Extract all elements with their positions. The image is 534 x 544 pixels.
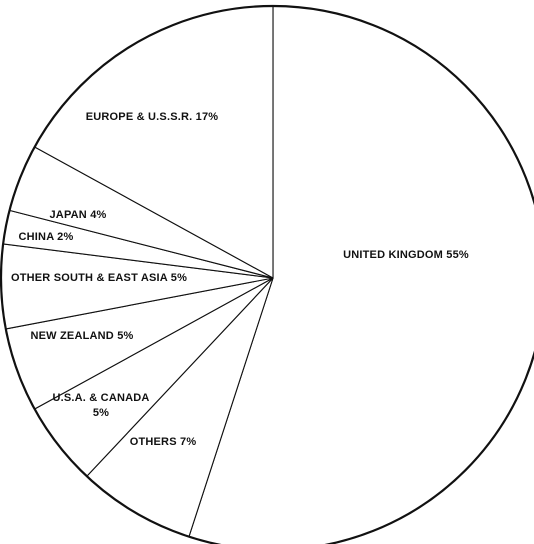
slice-label-united-kingdom: UNITED KINGDOM 55% bbox=[343, 249, 469, 261]
slice-label-usa-canada-pct: 5% bbox=[93, 407, 109, 419]
slice-label-usa-canada: U.S.A. & CANADA bbox=[52, 392, 149, 404]
pie-slices bbox=[0, 5, 534, 544]
slice-label-europe-ussr: EUROPE & U.S.S.R. 17% bbox=[86, 111, 219, 123]
slice-label-japan: JAPAN 4% bbox=[49, 209, 106, 221]
slice-label-other-south-east-asia: OTHER SOUTH & EAST ASIA 5% bbox=[11, 272, 187, 284]
slice-label-china: CHINA 2% bbox=[19, 231, 74, 243]
pie-outline bbox=[0, 4, 534, 544]
slice-label-new-zealand: NEW ZEALAND 5% bbox=[30, 330, 133, 342]
slice-label-others: OTHERS 7% bbox=[130, 436, 197, 448]
